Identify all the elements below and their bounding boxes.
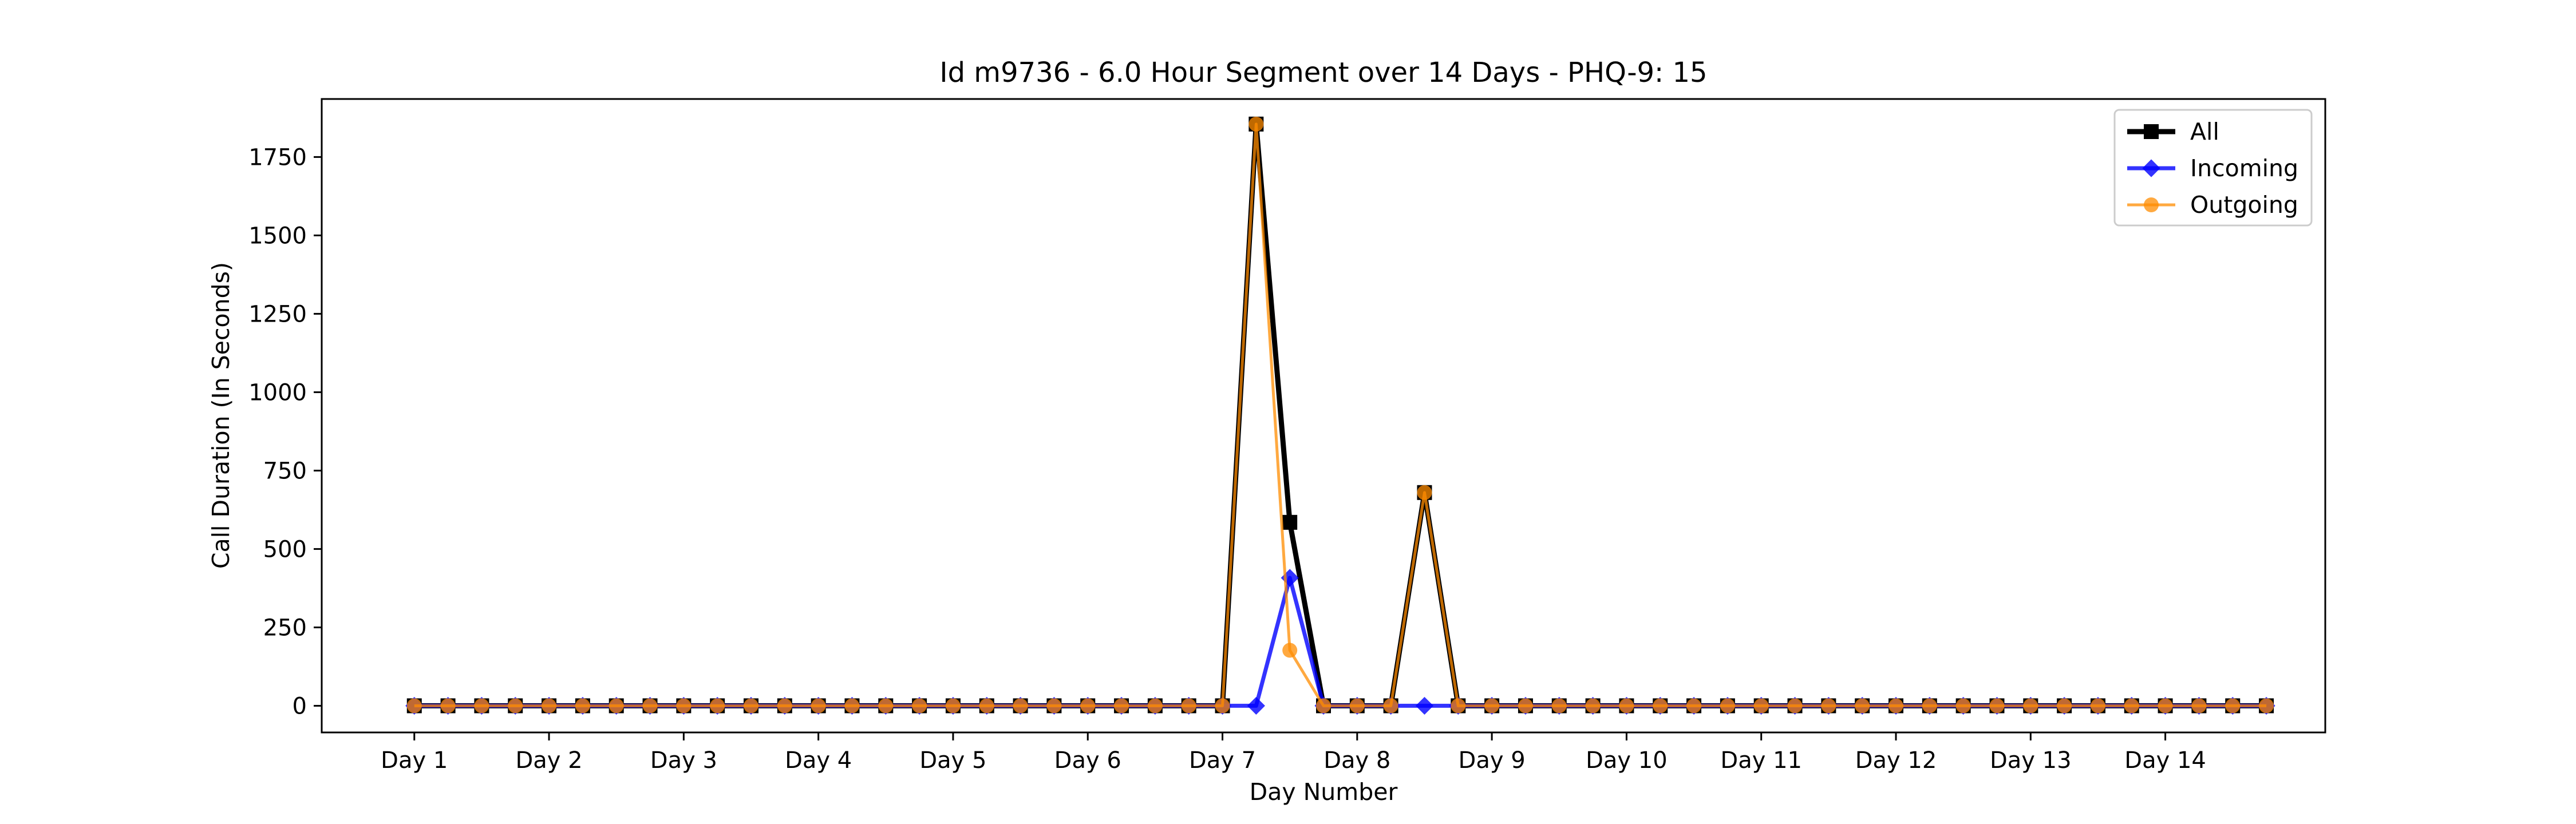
legend-label: Outgoing bbox=[2190, 191, 2298, 219]
legend-marker bbox=[2144, 197, 2159, 212]
data-point bbox=[2023, 698, 2038, 714]
x-tick-label: Day 1 bbox=[381, 747, 448, 774]
data-point bbox=[1653, 698, 1668, 714]
data-point bbox=[2225, 698, 2241, 714]
data-point bbox=[1249, 116, 1264, 132]
legend-marker bbox=[2144, 124, 2159, 139]
data-point bbox=[1484, 698, 1500, 714]
data-point bbox=[1753, 698, 1769, 714]
data-point bbox=[1787, 698, 1803, 714]
x-tick-label: Day 5 bbox=[919, 747, 986, 774]
data-point bbox=[1888, 698, 1903, 714]
data-point bbox=[508, 698, 523, 714]
data-point bbox=[744, 698, 758, 714]
legend-label: All bbox=[2190, 118, 2219, 145]
data-point bbox=[1415, 696, 1434, 715]
data-point bbox=[2259, 698, 2274, 714]
x-tick-label: Day 13 bbox=[1990, 747, 2072, 774]
y-axis: 0 250 500 750 1000 1250 1500 1750 bbox=[248, 144, 322, 719]
y-tick-label: 1250 bbox=[248, 301, 307, 327]
data-point bbox=[1046, 698, 1062, 714]
data-point bbox=[474, 698, 489, 714]
legend-marker bbox=[2142, 159, 2160, 177]
data-point bbox=[609, 698, 624, 714]
data-point bbox=[945, 698, 961, 714]
data-point bbox=[1147, 698, 1163, 714]
data-point bbox=[1989, 698, 2005, 714]
data-point bbox=[979, 698, 994, 714]
data-point bbox=[1855, 698, 1870, 714]
data-point bbox=[912, 698, 927, 714]
data-point bbox=[1282, 514, 1298, 530]
data-point bbox=[1013, 698, 1028, 714]
y-tick-label: 1500 bbox=[248, 223, 307, 249]
x-tick-label: Day 7 bbox=[1189, 747, 1256, 774]
legend: All Incoming Outgoing bbox=[2113, 109, 2313, 227]
data-point bbox=[1383, 698, 1398, 714]
chart-title: Id m9736 - 6.0 Hour Segment over 14 Days… bbox=[939, 57, 1707, 89]
x-tick-label: Day 9 bbox=[1459, 747, 1526, 774]
y-tick-label: 500 bbox=[263, 536, 307, 562]
y-axis-label: Call Duration (In Seconds) bbox=[207, 262, 235, 569]
data-point bbox=[1720, 698, 1735, 714]
x-tick-label: Day 11 bbox=[1720, 747, 1802, 774]
plot-frame bbox=[321, 98, 2326, 734]
data-point bbox=[878, 698, 894, 714]
x-tick-label: Day 2 bbox=[515, 747, 582, 774]
data-point bbox=[676, 698, 692, 714]
data-point bbox=[1080, 698, 1096, 714]
legend-label: Incoming bbox=[2190, 154, 2298, 182]
x-axis-label: Day Number bbox=[1250, 778, 1398, 806]
x-tick-label: Day 12 bbox=[1855, 747, 1937, 774]
data-point bbox=[1585, 698, 1601, 714]
data-point bbox=[1247, 696, 1265, 715]
legend-box bbox=[2113, 109, 2313, 227]
x-tick-label: Day 8 bbox=[1323, 747, 1390, 774]
x-tick-label: Day 4 bbox=[785, 747, 852, 774]
data-point bbox=[1114, 698, 1129, 714]
x-tick-label: Day 10 bbox=[1586, 747, 1668, 774]
data-point bbox=[1551, 698, 1567, 714]
data-point bbox=[2090, 698, 2105, 714]
data-point bbox=[1518, 698, 1533, 714]
plot-area bbox=[322, 99, 2325, 732]
data-point bbox=[777, 698, 792, 714]
x-tick-label: Day 6 bbox=[1054, 747, 1121, 774]
data-point bbox=[1821, 698, 1836, 714]
data-point bbox=[1922, 698, 1937, 714]
y-tick-label: 1000 bbox=[248, 379, 307, 406]
series-outgoing bbox=[406, 116, 2274, 714]
data-point bbox=[2057, 698, 2072, 714]
y-tick-label: 0 bbox=[293, 693, 307, 719]
data-point bbox=[710, 698, 725, 714]
data-point bbox=[2158, 698, 2173, 714]
data-point bbox=[406, 698, 422, 714]
data-point bbox=[2191, 698, 2207, 714]
x-tick-label: Day 14 bbox=[2124, 747, 2206, 774]
x-axis: Day 1 Day 2 Day 3 Day 4 Day 5 Day 6 Day 7 Day 8… bbox=[381, 732, 2206, 774]
data-point bbox=[1215, 698, 1230, 714]
data-point bbox=[1417, 485, 1432, 500]
data-point bbox=[2124, 698, 2139, 714]
data-point bbox=[1181, 698, 1196, 714]
data-point bbox=[440, 698, 456, 714]
data-point bbox=[1316, 698, 1331, 714]
data-point bbox=[844, 698, 860, 714]
data-point bbox=[642, 698, 658, 714]
data-point bbox=[1955, 698, 1971, 714]
data-point bbox=[542, 698, 557, 714]
data-point bbox=[1349, 698, 1365, 714]
data-point bbox=[1282, 643, 1298, 658]
data-point bbox=[811, 698, 826, 714]
y-tick-label: 750 bbox=[263, 458, 307, 484]
data-point bbox=[1619, 698, 1634, 714]
y-tick-label: 1750 bbox=[248, 144, 307, 171]
data-point bbox=[575, 698, 590, 714]
y-tick-label: 250 bbox=[263, 615, 307, 641]
data-point bbox=[1686, 698, 1702, 714]
data-point bbox=[1451, 698, 1466, 714]
x-tick-label: Day 3 bbox=[650, 747, 717, 774]
series-layer bbox=[405, 116, 2275, 715]
